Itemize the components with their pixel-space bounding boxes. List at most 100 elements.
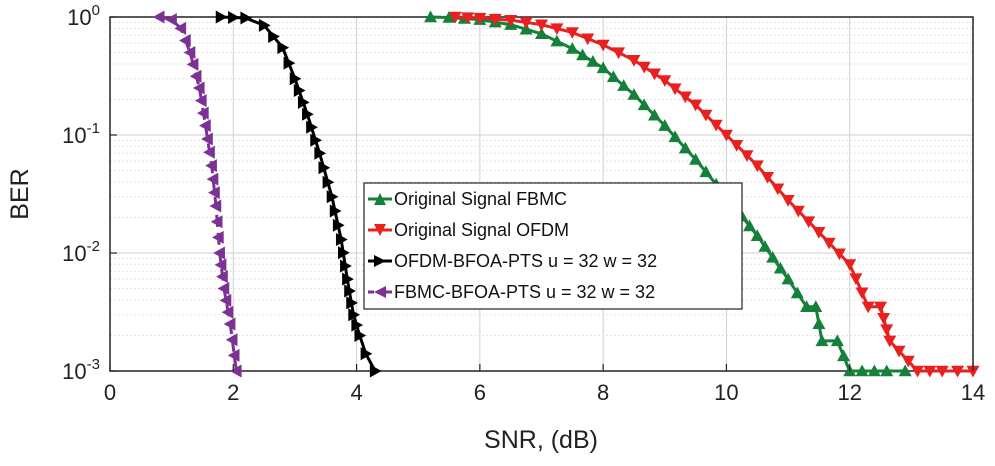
legend: Original Signal FBMC Original Signal OFD… bbox=[363, 182, 743, 310]
data-point bbox=[152, 10, 165, 24]
data-point bbox=[750, 160, 764, 173]
series-4 bbox=[152, 10, 242, 378]
data-point bbox=[822, 237, 836, 250]
data-point bbox=[488, 13, 502, 26]
data-point bbox=[201, 132, 213, 146]
data-point bbox=[283, 56, 296, 70]
data-point bbox=[617, 79, 631, 91]
data-point bbox=[771, 183, 785, 196]
data-point bbox=[196, 106, 209, 120]
data-point bbox=[658, 119, 672, 131]
data-point bbox=[668, 83, 682, 96]
data-point bbox=[812, 227, 826, 239]
x-tick-label: 4 bbox=[350, 380, 362, 405]
data-point bbox=[268, 29, 280, 43]
data-point bbox=[360, 347, 373, 361]
data-point bbox=[800, 300, 814, 312]
legend-label-ofdm: Original Signal OFDM bbox=[394, 220, 569, 240]
data-point bbox=[550, 23, 564, 36]
data-point bbox=[750, 229, 764, 241]
data-point bbox=[699, 109, 713, 122]
data-point bbox=[297, 95, 310, 109]
legend-marker-fbmc-bfoa-pts bbox=[374, 286, 386, 298]
y-tick-label: 10-2 bbox=[62, 238, 100, 266]
data-point bbox=[867, 364, 881, 377]
data-point bbox=[351, 318, 364, 332]
data-point bbox=[189, 69, 202, 83]
legend-marker-ofdm-bfoa-pts bbox=[374, 255, 386, 267]
legend-marker-ofdm bbox=[374, 224, 386, 236]
data-point bbox=[951, 365, 965, 378]
data-point bbox=[855, 287, 869, 300]
data-point bbox=[215, 10, 228, 24]
data-point bbox=[214, 258, 227, 272]
data-point bbox=[326, 190, 339, 204]
data-point bbox=[461, 12, 475, 25]
data-point bbox=[340, 259, 352, 273]
data-point bbox=[966, 365, 980, 378]
data-point bbox=[892, 345, 906, 358]
x-tick-label: 2 bbox=[227, 380, 239, 405]
data-point bbox=[504, 14, 518, 27]
data-point bbox=[194, 94, 207, 108]
legend-entry-fbmc-bfoa-pts: FBMC-BFOA-PTS u = 32 w = 32 bbox=[368, 282, 655, 302]
data-point bbox=[627, 88, 641, 100]
data-point bbox=[565, 42, 579, 54]
data-point bbox=[223, 317, 236, 331]
data-point bbox=[448, 11, 462, 24]
data-point bbox=[809, 300, 823, 312]
data-point bbox=[225, 333, 238, 347]
data-point bbox=[596, 61, 610, 74]
data-point bbox=[901, 355, 915, 368]
data-point bbox=[668, 130, 682, 143]
data-point bbox=[699, 165, 713, 178]
data-point bbox=[186, 57, 199, 71]
legend-entry-ofdm: Original Signal OFDM bbox=[368, 220, 569, 240]
data-point bbox=[221, 305, 234, 319]
data-point bbox=[192, 81, 205, 95]
data-point bbox=[874, 301, 888, 314]
data-point bbox=[346, 296, 358, 310]
x-tick-label: 8 bbox=[597, 380, 609, 405]
data-point bbox=[678, 91, 692, 104]
data-point bbox=[923, 365, 937, 378]
data-point bbox=[773, 261, 787, 274]
data-point bbox=[612, 47, 626, 60]
data-point bbox=[861, 301, 875, 314]
y-tick-label: 100 bbox=[67, 2, 100, 30]
data-point bbox=[830, 334, 844, 347]
data-point bbox=[758, 240, 772, 252]
data-point bbox=[880, 364, 894, 377]
data-point bbox=[165, 13, 177, 27]
data-point bbox=[329, 204, 342, 218]
data-point bbox=[877, 312, 891, 325]
x-axis-title: SNR, (dB) bbox=[484, 426, 598, 454]
data-point bbox=[689, 99, 703, 112]
x-tick-label: 10 bbox=[714, 380, 738, 405]
data-point bbox=[219, 293, 232, 307]
data-point bbox=[306, 120, 318, 134]
series-2 bbox=[448, 11, 980, 378]
data-point bbox=[648, 108, 662, 121]
data-point bbox=[812, 317, 826, 330]
data-point bbox=[211, 230, 224, 244]
data-point bbox=[229, 364, 242, 378]
data-point bbox=[883, 335, 897, 348]
data-point bbox=[174, 21, 187, 35]
data-point bbox=[855, 364, 869, 377]
data-point bbox=[344, 284, 356, 298]
data-point bbox=[442, 11, 456, 23]
data-point bbox=[535, 27, 548, 40]
data-point bbox=[843, 259, 857, 271]
legend-label-fbmc: Original Signal FBMC bbox=[394, 189, 567, 209]
data-point bbox=[342, 272, 354, 286]
data-point bbox=[781, 195, 795, 207]
data-point bbox=[832, 248, 846, 261]
data-point bbox=[766, 250, 780, 263]
data-point bbox=[678, 141, 692, 154]
data-point bbox=[627, 55, 641, 67]
legend-entry-ofdm-bfoa-pts: OFDM-BFOA-PTS u = 32 w = 32 bbox=[368, 251, 657, 271]
legend-label-ofdm-bfoa-pts: OFDM-BFOA-PTS u = 32 w = 32 bbox=[394, 251, 657, 271]
data-point bbox=[208, 186, 220, 200]
